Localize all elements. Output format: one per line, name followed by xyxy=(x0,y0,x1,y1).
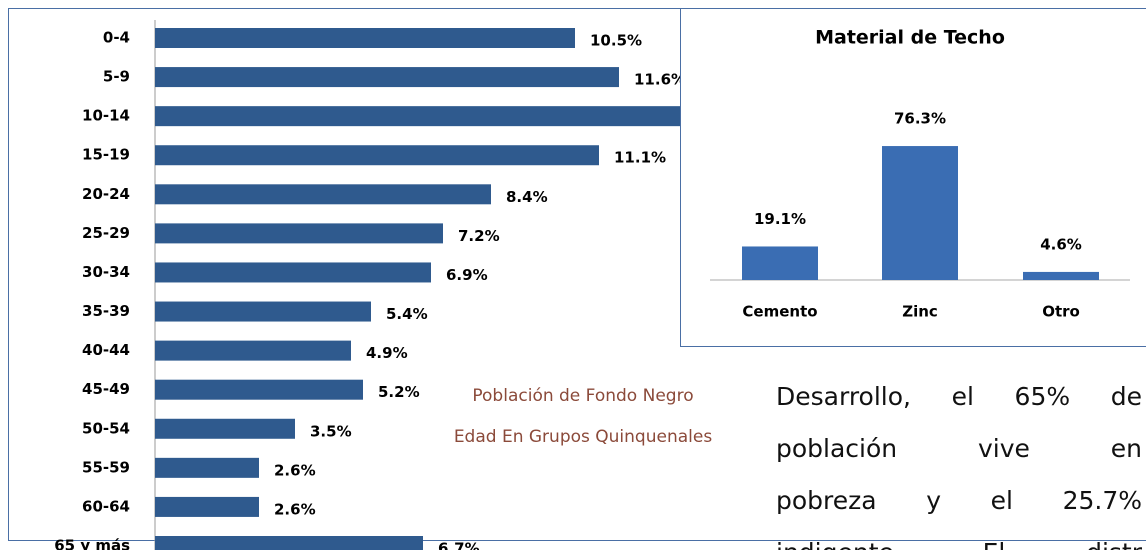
inset-chart: 19.1% Cemento 76.3% Zinc 4.6% Otro xyxy=(742,110,1099,321)
data-label: 4.6% xyxy=(1040,235,1082,253)
data-label: 6.7% xyxy=(438,540,480,550)
y-tick-label: 50-54 xyxy=(82,419,130,437)
bar xyxy=(155,67,619,88)
y-tick-label: 20-24 xyxy=(82,185,130,203)
y-tick-label: 60-64 xyxy=(82,497,130,515)
bar xyxy=(155,184,491,205)
bar xyxy=(155,28,575,48)
bar xyxy=(155,379,363,400)
y-tick-label: 25-29 xyxy=(82,224,130,242)
bar xyxy=(155,340,351,361)
y-tick-label: 40-44 xyxy=(82,341,130,359)
data-label: 8.4% xyxy=(506,188,548,206)
x-tick-label: Zinc xyxy=(902,303,938,321)
bar xyxy=(155,145,599,166)
bar xyxy=(882,146,958,280)
data-label: 6.9% xyxy=(446,266,488,284)
bar xyxy=(155,301,371,322)
y-tick-label: 55-59 xyxy=(82,458,130,476)
inset-title: Material de Techo xyxy=(815,27,1005,49)
data-label: 19.1% xyxy=(754,210,806,228)
x-tick-label: Otro xyxy=(1042,303,1080,321)
y-tick-label: 65 y más xyxy=(54,537,130,550)
data-label: 5.4% xyxy=(386,305,428,323)
data-label: 2.6% xyxy=(274,461,316,479)
bar xyxy=(155,536,423,550)
chart-subtitle: Edad En Grupos Quinquenales xyxy=(454,427,713,447)
data-label: 2.6% xyxy=(274,500,316,518)
data-label: 11.6% xyxy=(634,71,686,89)
x-tick-label: Cemento xyxy=(742,303,817,321)
bar xyxy=(1023,271,1099,280)
y-tick-label: 10-14 xyxy=(82,107,130,125)
y-tick-label: 0-4 xyxy=(103,29,130,47)
data-label: 76.3% xyxy=(894,110,946,128)
bar xyxy=(155,223,443,244)
data-label: 10.5% xyxy=(590,32,642,50)
y-tick-label: 30-34 xyxy=(82,263,130,281)
main-chart: 0-410.5%5-911.6%10-1413.4%15-1911.1%20-2… xyxy=(54,28,758,550)
data-label: 4.9% xyxy=(366,344,408,362)
chart-title: Población de Fondo Negro xyxy=(472,386,693,406)
bar xyxy=(155,418,295,439)
text-line: población vive en xyxy=(776,434,1142,463)
bar xyxy=(155,262,431,283)
y-tick-label: 15-19 xyxy=(82,146,130,164)
data-label: 3.5% xyxy=(310,422,352,440)
text-line: pobreza y el 25.7% xyxy=(776,486,1142,515)
bar xyxy=(155,106,691,127)
bar xyxy=(155,496,259,517)
text-line: Desarrollo, el 65% de xyxy=(776,382,1142,411)
y-tick-label: 35-39 xyxy=(82,302,130,320)
y-tick-label: 5-9 xyxy=(103,68,130,86)
data-label: 5.2% xyxy=(378,383,420,401)
y-tick-label: 45-49 xyxy=(82,380,130,398)
bar xyxy=(155,457,259,478)
text-line: indigente. El distr xyxy=(776,538,1142,550)
data-label: 11.1% xyxy=(614,149,666,167)
data-label: 7.2% xyxy=(458,227,500,245)
bar xyxy=(742,246,818,280)
